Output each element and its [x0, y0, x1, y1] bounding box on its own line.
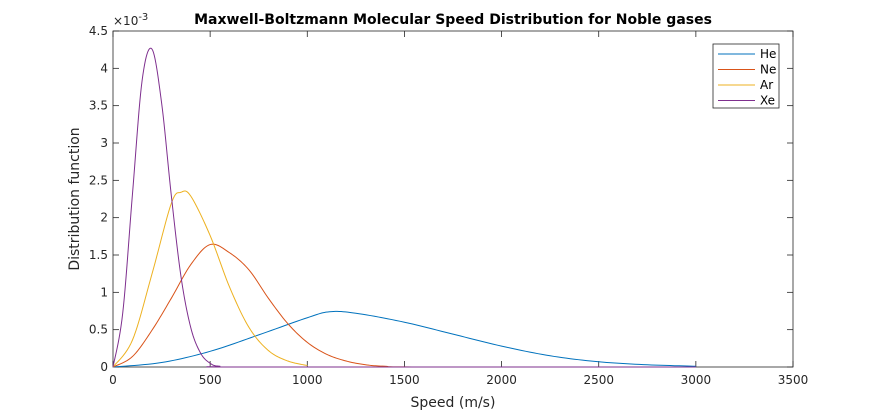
- y-tick-label: 2: [100, 211, 108, 225]
- y-tick-label: 3: [100, 136, 108, 150]
- x-axis-ticks: 0 500 1000 1500 2000 2500 3000 3500: [109, 31, 808, 387]
- x-tick-label: 500: [199, 373, 222, 387]
- legend-label-xe: Xe: [760, 94, 775, 108]
- y-tick-label: 4.5: [89, 24, 108, 38]
- y-tick-label: 3.5: [89, 99, 108, 113]
- legend-box: [712, 43, 780, 109]
- y-tick-label: 4: [100, 61, 108, 75]
- series-lines: [112, 47, 696, 368]
- legend-label-he: He: [760, 47, 776, 61]
- series-line-ne: [112, 243, 696, 368]
- y-tick-label: 0.5: [89, 323, 108, 337]
- series-line-xe: [112, 47, 696, 368]
- x-tick-label: 2000: [486, 373, 517, 387]
- x-tick-label: 2500: [583, 373, 614, 387]
- x-tick-label: 3500: [778, 373, 809, 387]
- y-tick-label: 1: [100, 285, 108, 299]
- x-tick-label: 1000: [292, 373, 323, 387]
- legend-label-ar: Ar: [760, 78, 773, 92]
- series-line-he: [112, 310, 696, 368]
- x-tick-label: 3000: [681, 373, 712, 387]
- series-line-ar: [112, 190, 308, 368]
- plot-area: [112, 30, 794, 368]
- chart-title: Maxwell-Boltzmann Molecular Speed Distri…: [194, 12, 712, 28]
- x-tick-label: 0: [109, 373, 117, 387]
- y-tick-label: 1.5: [89, 248, 108, 262]
- y-exponent-label: ×10-3: [113, 12, 148, 29]
- x-axis-label: Speed (m/s): [411, 395, 496, 411]
- y-axis-ticks: 0 0.5 1 1.5 2 2.5 3 3.5 4 4.5: [89, 24, 793, 374]
- legend-label-ne: Ne: [760, 63, 776, 77]
- y-tick-label: 0: [100, 360, 108, 374]
- y-axis-label: Distribution function: [67, 127, 83, 270]
- y-exponent-power: -3: [138, 12, 148, 23]
- y-tick-label: 2.5: [89, 173, 108, 187]
- y-exponent-base: ×10: [113, 14, 138, 28]
- x-tick-label: 1500: [389, 373, 420, 387]
